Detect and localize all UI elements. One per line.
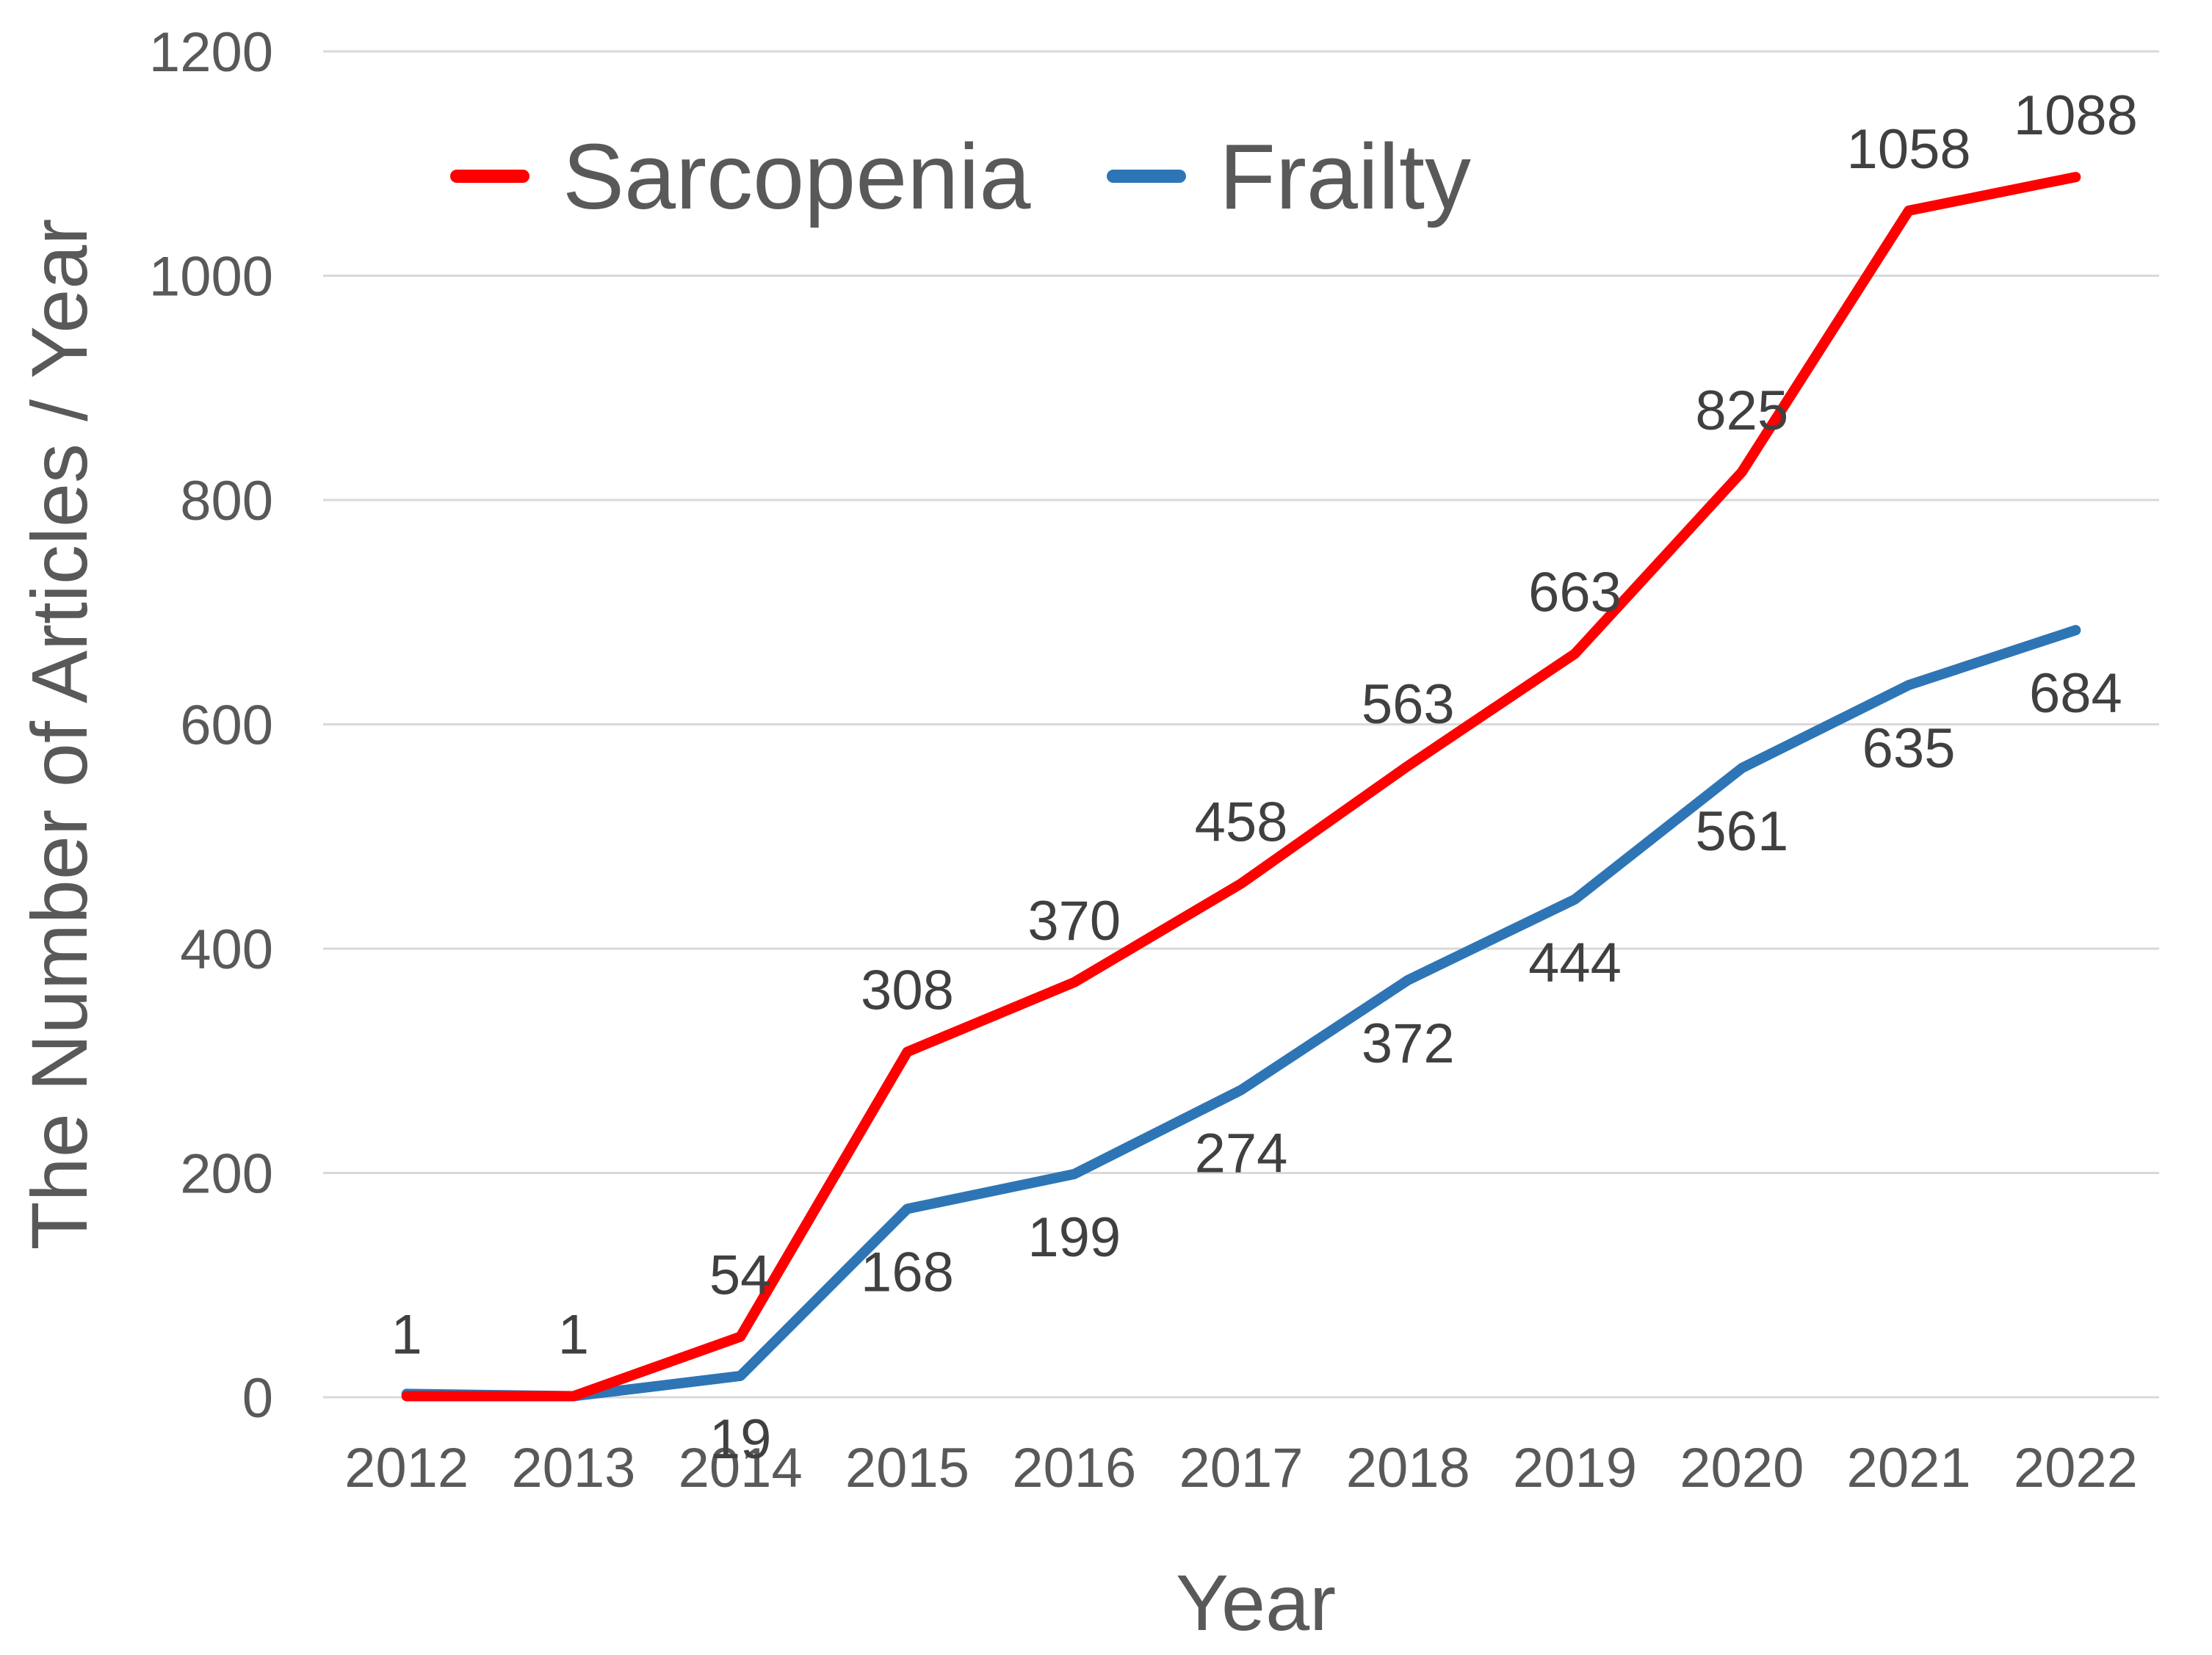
series-lines xyxy=(401,172,2081,1402)
y-tick-label: 0 xyxy=(242,1367,273,1430)
x-tick-label: 2014 xyxy=(679,1437,803,1499)
data-label-frailty: 199 xyxy=(1027,1206,1121,1269)
data-label-sarcopenia: 825 xyxy=(1695,380,1788,442)
y-axis-ticks: 0 200 400 600 800 1000 1200 xyxy=(149,21,273,1430)
y-tick-label: 1000 xyxy=(149,246,273,308)
data-label-frailty: 684 xyxy=(2029,662,2122,725)
data-label-frailty: 19 xyxy=(709,1408,772,1471)
data-label-sarcopenia: 563 xyxy=(1362,673,1455,736)
data-label-frailty: 635 xyxy=(1862,717,1956,780)
data-label-sarcopenia: 1 xyxy=(558,1303,589,1366)
data-labels: 1 1 54 308 370 458 563 663 825 1058 1088 19 168 199 27… xyxy=(391,84,2137,1471)
x-tick-label: 2013 xyxy=(511,1437,635,1499)
data-label-frailty: 372 xyxy=(1362,1013,1455,1075)
y-axis-title: The Number of Articles / Year xyxy=(15,219,104,1250)
x-tick-label: 2015 xyxy=(845,1437,969,1499)
x-tick-label: 2016 xyxy=(1012,1437,1136,1499)
x-tick-label: 2012 xyxy=(344,1437,469,1499)
x-tick-label: 2017 xyxy=(1179,1437,1303,1499)
data-label-frailty: 561 xyxy=(1695,800,1788,863)
data-label-sarcopenia: 663 xyxy=(1528,561,1622,623)
data-label-frailty: 444 xyxy=(1528,932,1622,994)
data-label-sarcopenia: 1 xyxy=(391,1303,422,1366)
x-tick-label: 2020 xyxy=(1680,1437,1804,1499)
y-tick-label: 400 xyxy=(180,919,273,981)
legend: Sarcopenia Frailty xyxy=(450,125,1471,228)
data-label-sarcopenia: 54 xyxy=(709,1245,772,1307)
legend-label-sarcopenia: Sarcopenia xyxy=(563,125,1031,228)
gridlines xyxy=(323,50,2159,1399)
data-label-frailty: 168 xyxy=(861,1241,954,1303)
x-tick-label: 2018 xyxy=(1346,1437,1470,1499)
y-tick-label: 600 xyxy=(180,695,273,757)
x-axis-ticks: 2012 2013 2014 2015 2016 2017 2018 2019 2020 2021… xyxy=(344,1437,2138,1499)
x-tick-label: 2022 xyxy=(2014,1437,2138,1499)
legend-label-frailty: Frailty xyxy=(1219,125,1471,228)
x-tick-label: 2021 xyxy=(1847,1437,1971,1499)
y-tick-label: 800 xyxy=(180,470,273,532)
data-label-sarcopenia: 1088 xyxy=(2014,84,2138,147)
data-label-sarcopenia: 308 xyxy=(861,960,954,1022)
x-tick-label: 2019 xyxy=(1513,1437,1637,1499)
data-label-sarcopenia: 458 xyxy=(1195,791,1288,853)
series-line-frailty xyxy=(401,625,2081,1402)
series-line-sarcopenia xyxy=(401,172,2081,1402)
x-axis-title: Year xyxy=(1176,1558,1336,1647)
y-tick-label: 200 xyxy=(180,1143,273,1206)
y-tick-label: 1200 xyxy=(149,21,273,84)
data-label-frailty: 274 xyxy=(1195,1122,1288,1184)
data-label-sarcopenia: 370 xyxy=(1027,890,1121,952)
data-label-sarcopenia: 1058 xyxy=(1847,118,1971,181)
